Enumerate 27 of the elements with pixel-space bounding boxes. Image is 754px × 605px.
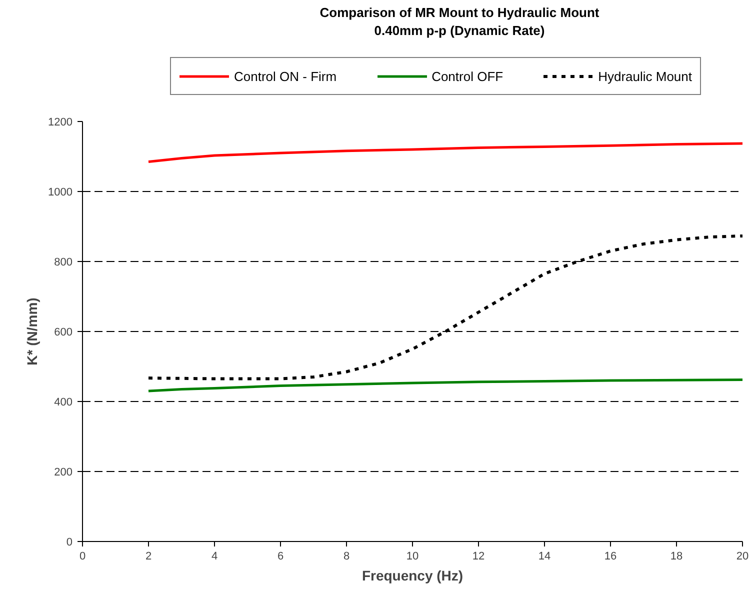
x-tick-label: 2 <box>145 550 152 562</box>
x-tick-label: 18 <box>670 550 683 562</box>
line-series <box>147 378 742 392</box>
x-tick-label: 12 <box>472 550 485 562</box>
x-tick-label: 10 <box>406 550 419 562</box>
y-tick-label: 800 <box>54 256 73 268</box>
chart-subtitle: 0.40mm p-p (Dynamic Rate) <box>374 23 545 38</box>
y-tick-label: 0 <box>66 536 73 548</box>
x-tick-label: 0 <box>79 550 86 562</box>
legend-label: Hydraulic Mount <box>598 68 692 84</box>
x-tick-label: 14 <box>538 550 551 562</box>
legend-label: Control OFF <box>432 68 504 84</box>
y-tick-label: 200 <box>54 466 73 478</box>
x-tick-label: 16 <box>604 550 617 562</box>
y-tick-label: 1200 <box>48 116 73 128</box>
line-series <box>147 142 742 163</box>
x-tick-label: 6 <box>277 550 284 562</box>
chart-title: Comparison of MR Mount to Hydraulic Mount <box>320 5 600 20</box>
x-tick-label: 20 <box>736 550 749 562</box>
y-tick-label: 600 <box>54 326 73 338</box>
y-tick-label: 1000 <box>48 186 73 198</box>
x-axis-title: Frequency (Hz) <box>362 568 464 584</box>
y-axis-title: K* (N/mm) <box>24 298 40 366</box>
x-tick-label: 8 <box>343 550 350 562</box>
x-tick-label: 4 <box>211 550 218 562</box>
y-tick-label: 400 <box>54 396 73 408</box>
legend-label: Control ON - Firm <box>234 68 337 84</box>
